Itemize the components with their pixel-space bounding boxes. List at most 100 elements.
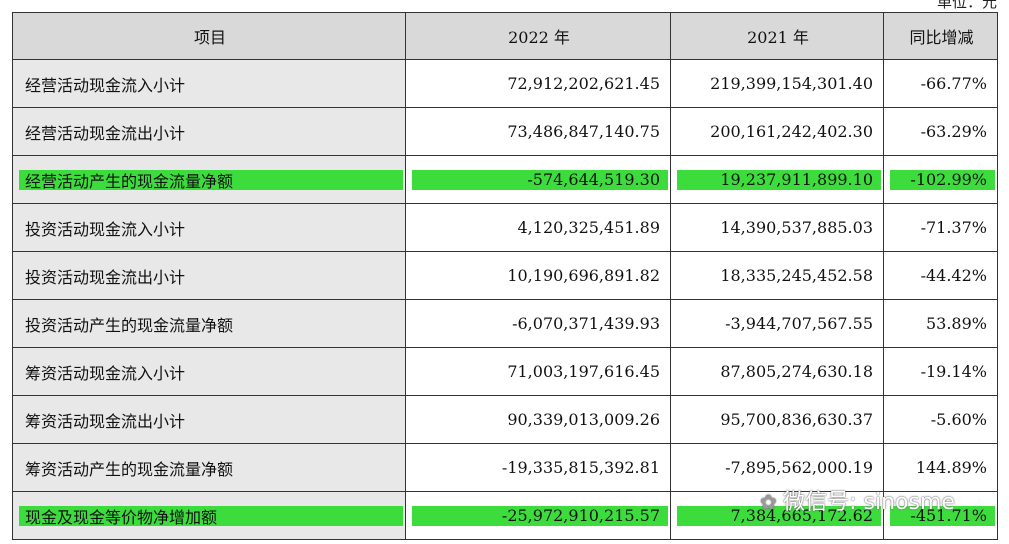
row-label-cell: 筹资活动产生的现金流量净额 (12, 443, 406, 492)
value: -71.37% (920, 218, 987, 237)
value: 18,335,245,452.58 (720, 266, 873, 285)
value: -102.99% (910, 170, 987, 189)
value-cell: -7,895,562,000.19 (670, 443, 884, 492)
value-cell: -5.60% (883, 395, 998, 444)
header-cell: 2022 年 (405, 12, 671, 60)
row-label-cell: 筹资活动现金流出小计 (12, 395, 406, 444)
value-cell: 72,912,202,621.45 (405, 59, 671, 108)
watermark: ✿ 微信号: sinosme (760, 484, 955, 516)
row-label-cell: 投资活动现金流入小计 (12, 203, 406, 252)
value-cell: 53.89% (883, 299, 998, 348)
row-label: 投资活动现金流入小计 (25, 219, 186, 239)
header: 同比增减 (909, 28, 974, 47)
value-cell: 73,486,847,140.75 (405, 107, 671, 156)
value: 7,384,665,172.62 (730, 506, 874, 525)
header-cell: 2021 年 (670, 12, 884, 60)
value: -574,644,519.30 (527, 170, 660, 189)
value-cell: -25,972,910,215.57 (405, 491, 671, 540)
value: -19.14% (920, 362, 987, 381)
unit-label: 单位：元 (936, 0, 997, 11)
row-label: 筹资活动现金流出小计 (25, 411, 186, 431)
value: 87,805,274,630.18 (720, 362, 873, 381)
value: 200,161,242,402.30 (710, 122, 873, 141)
row-label: 经营活动现金流出小计 (25, 123, 186, 143)
value-cell: 19,237,911,899.10 (670, 155, 884, 204)
value: 144.89% (915, 458, 987, 477)
value: 72,912,202,621.45 (507, 74, 660, 93)
highlight (890, 169, 995, 190)
value: -7,895,562,000.19 (725, 458, 873, 477)
value-cell: -19.14% (883, 347, 998, 396)
row-label-cell: 经营活动现金流入小计 (12, 59, 406, 108)
highlight (677, 505, 881, 526)
value-cell: 14,390,537,885.03 (670, 203, 884, 252)
value: 19,237,911,899.10 (720, 170, 873, 189)
value: 219,399,154,301.40 (710, 74, 873, 93)
value: 4,120,325,451.89 (517, 218, 661, 237)
highlight (412, 505, 668, 526)
value: -5.60% (930, 410, 987, 429)
value-cell: -63.29% (883, 107, 998, 156)
value: -25,972,910,215.57 (501, 506, 660, 525)
value-cell: -102.99% (883, 155, 998, 204)
highlight (19, 169, 403, 190)
highlight (19, 505, 403, 526)
value-cell: 7,384,665,172.62 (670, 491, 884, 540)
row-label: 现金及现金等价物净增加额 (25, 507, 218, 527)
value: 14,390,537,885.03 (720, 218, 873, 237)
value: -63.29% (920, 122, 987, 141)
value: -451.71% (910, 506, 987, 525)
row-label-cell: 投资活动现金流出小计 (12, 251, 406, 300)
highlight (677, 169, 881, 190)
value-cell: 4,120,325,451.89 (405, 203, 671, 252)
value-cell: -71.37% (883, 203, 998, 252)
header: 2022 年 (508, 28, 570, 47)
value: -19,335,815,392.81 (501, 458, 660, 477)
value-cell: 200,161,242,402.30 (670, 107, 884, 156)
row-label-cell: 投资活动产生的现金流量净额 (12, 299, 406, 348)
header-cell: 项目 (12, 12, 406, 60)
value-cell: -3,944,707,567.55 (670, 299, 884, 348)
highlight (412, 169, 668, 190)
row-label: 筹资活动现金流入小计 (25, 363, 186, 383)
row-label: 投资活动现金流出小计 (25, 267, 186, 287)
value-cell: -451.71% (883, 491, 998, 540)
header-cell: 同比增减 (883, 12, 998, 60)
watermark-text: 微信号: sinosme (783, 490, 955, 515)
value: -44.42% (920, 266, 987, 285)
row-label: 经营活动现金流入小计 (25, 75, 186, 95)
row-label: 经营活动产生的现金流量净额 (25, 171, 234, 191)
value-cell: 10,190,696,891.82 (405, 251, 671, 300)
value-cell: -19,335,815,392.81 (405, 443, 671, 492)
value-cell: 219,399,154,301.40 (670, 59, 884, 108)
value: 53.89% (925, 314, 987, 333)
value-cell: 90,339,013,009.26 (405, 395, 671, 444)
value-cell: 95,700,836,630.37 (670, 395, 884, 444)
value-cell: -66.77% (883, 59, 998, 108)
value-cell: -574,644,519.30 (405, 155, 671, 204)
row-label-cell: 经营活动产生的现金流量净额 (12, 155, 406, 204)
row-label: 投资活动产生的现金流量净额 (25, 315, 234, 335)
header: 项目 (193, 28, 226, 47)
value: -6,070,371,439.93 (512, 314, 660, 333)
row-label-cell: 筹资活动现金流入小计 (12, 347, 406, 396)
value-cell: -6,070,371,439.93 (405, 299, 671, 348)
row-label-cell: 经营活动现金流出小计 (12, 107, 406, 156)
value-cell: 18,335,245,452.58 (670, 251, 884, 300)
highlight (890, 505, 995, 526)
value: 73,486,847,140.75 (507, 122, 660, 141)
value: 95,700,836,630.37 (720, 410, 873, 429)
value: 71,003,197,616.45 (507, 362, 660, 381)
value: -66.77% (920, 74, 987, 93)
watermark-icon: ✿ (760, 490, 784, 514)
value: 10,190,696,891.82 (507, 266, 660, 285)
row-label-cell: 现金及现金等价物净增加额 (12, 491, 406, 540)
value: 90,339,013,009.26 (507, 410, 660, 429)
value-cell: 87,805,274,630.18 (670, 347, 884, 396)
value: -3,944,707,567.55 (725, 314, 873, 333)
value-cell: 144.89% (883, 443, 998, 492)
value-cell: -44.42% (883, 251, 998, 300)
value-cell: 71,003,197,616.45 (405, 347, 671, 396)
header: 2021 年 (747, 28, 809, 47)
